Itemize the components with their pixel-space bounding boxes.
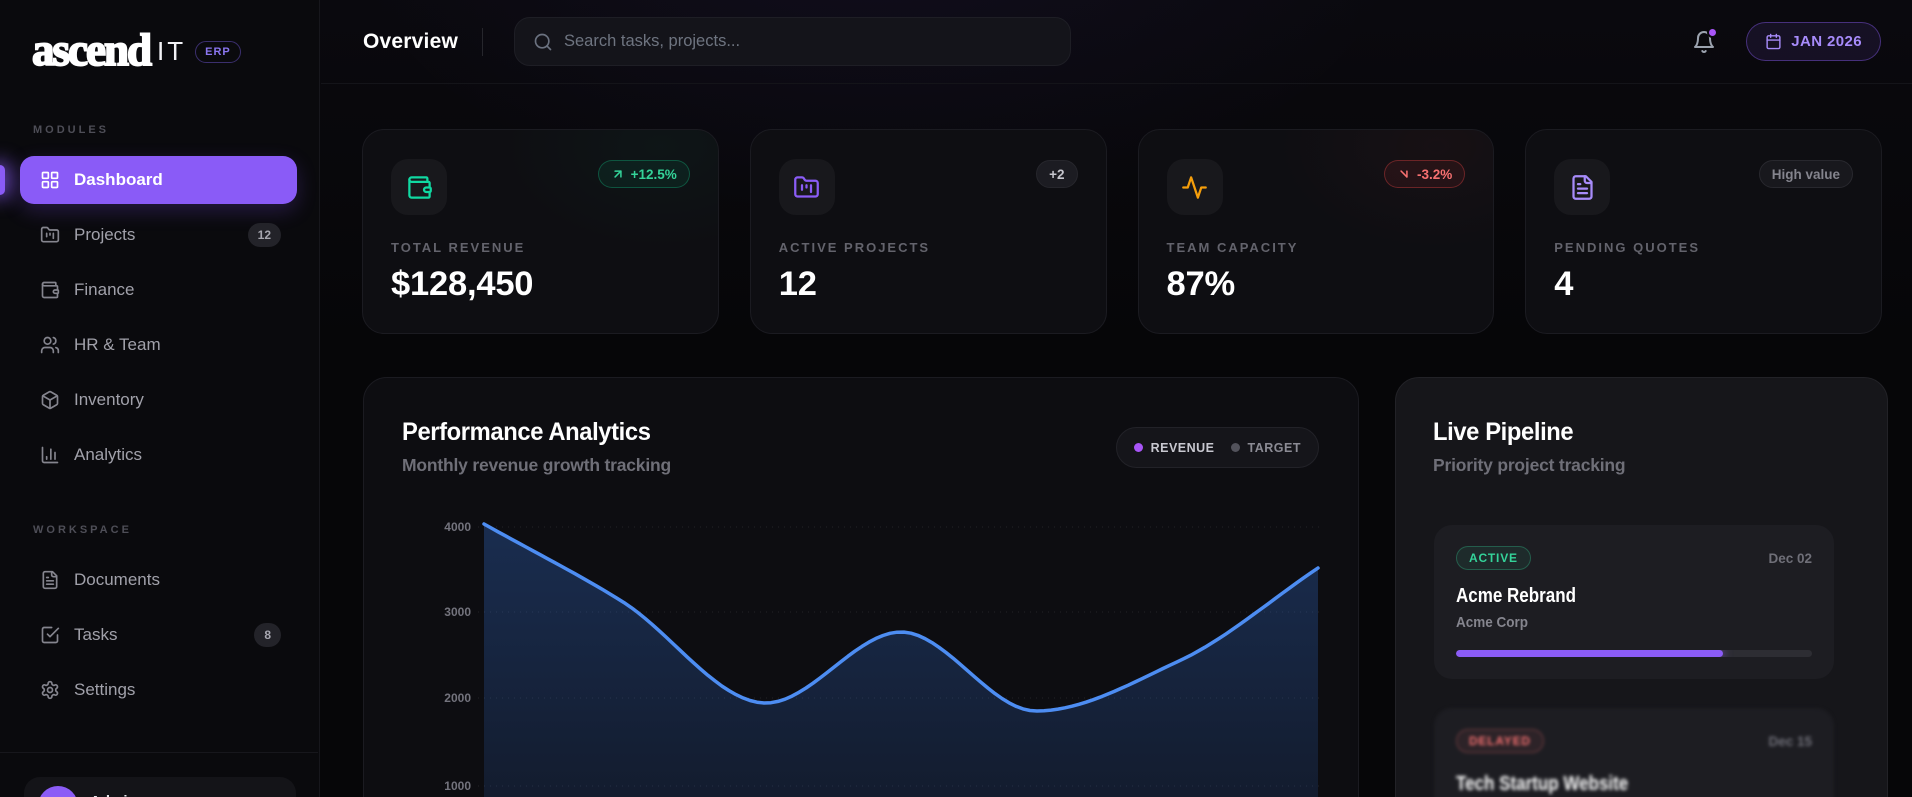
svg-text:1000: 1000 <box>444 779 471 793</box>
svg-text:4000: 4000 <box>444 520 471 534</box>
svg-text:2000: 2000 <box>444 691 471 705</box>
svg-text:3000: 3000 <box>444 605 471 619</box>
